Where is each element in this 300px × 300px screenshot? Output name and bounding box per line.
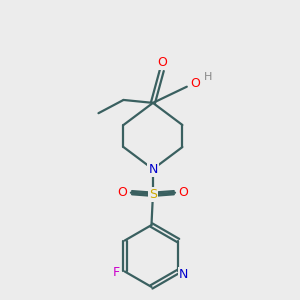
Text: O: O — [118, 186, 128, 199]
Text: S: S — [149, 188, 157, 201]
Text: N: N — [148, 163, 158, 176]
Text: F: F — [113, 266, 120, 279]
Text: N: N — [179, 268, 188, 281]
Text: O: O — [157, 56, 167, 69]
Text: H: H — [204, 72, 212, 82]
Text: O: O — [178, 186, 188, 199]
Text: O: O — [190, 77, 200, 90]
